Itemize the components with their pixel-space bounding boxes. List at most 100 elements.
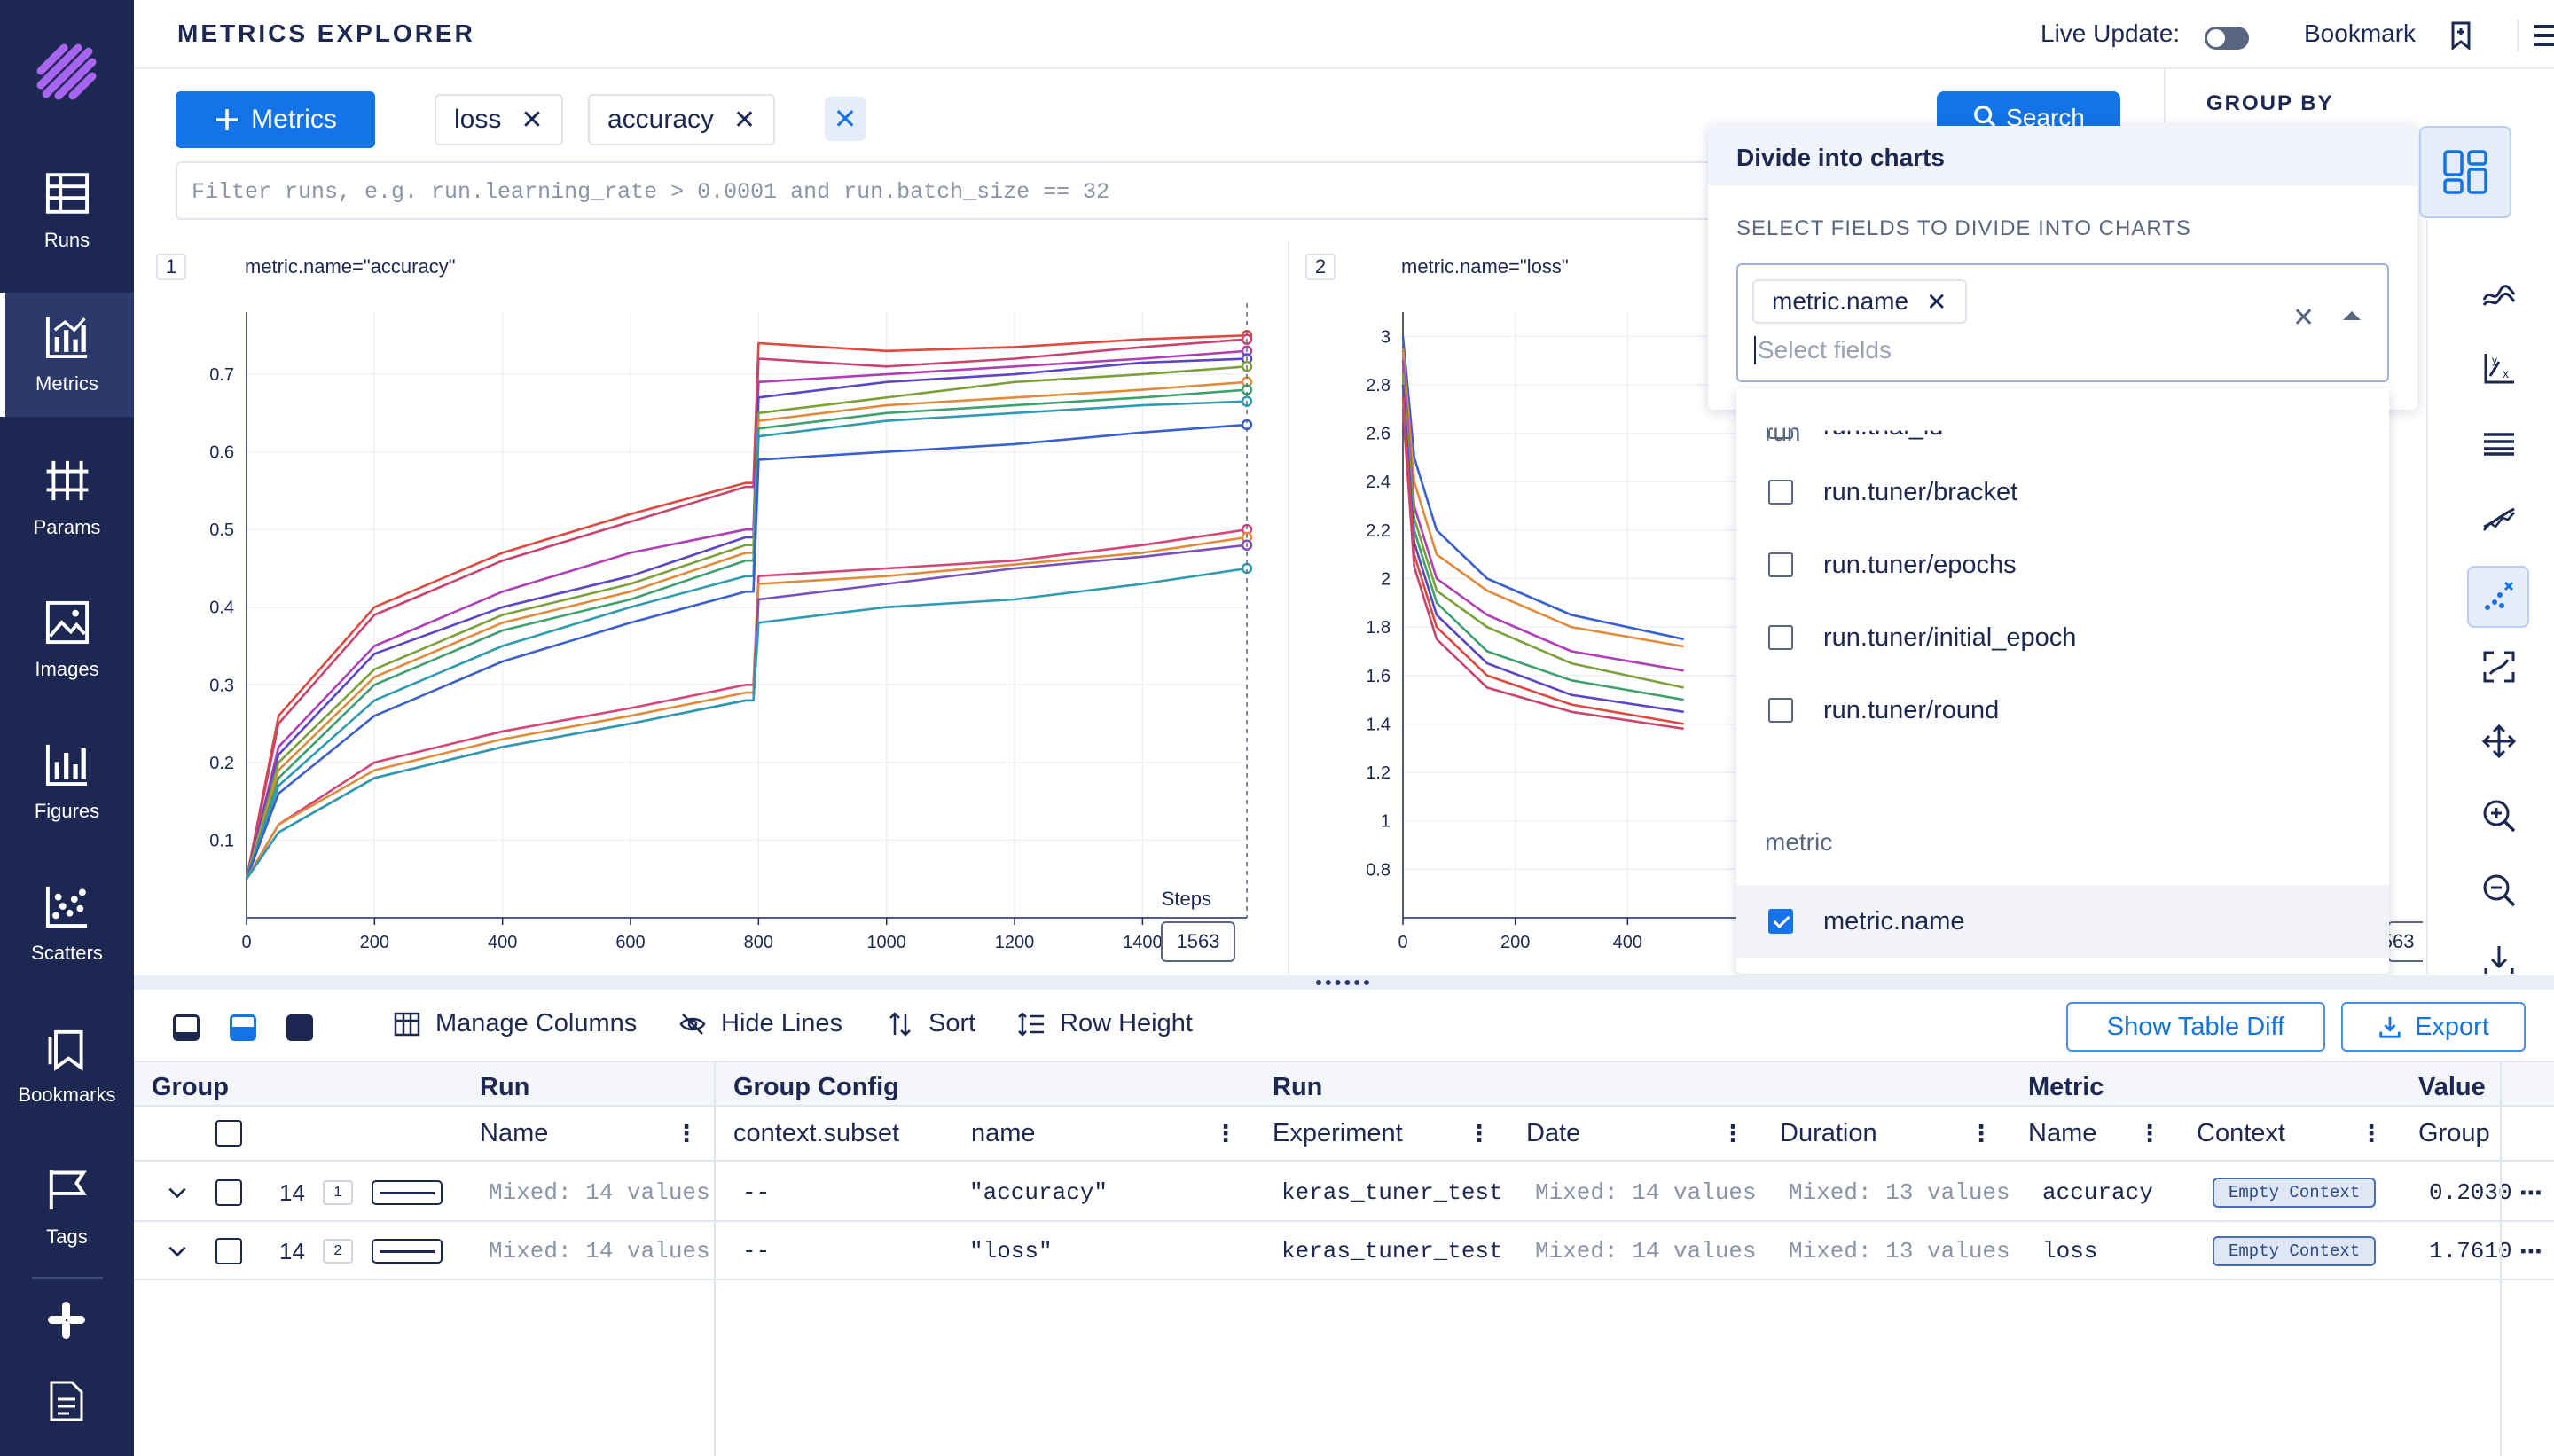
bookmark-label[interactable]: Bookmark — [2304, 20, 2417, 47]
close-icon[interactable]: ✕ — [521, 105, 544, 135]
docs-icon[interactable] — [48, 1380, 85, 1422]
group-index: 1 — [323, 1180, 353, 1205]
column-header-value-group[interactable]: Group — [2401, 1107, 2554, 1162]
highlight-mode-icon[interactable] — [2476, 271, 2522, 317]
clear-icon[interactable]: ✕ — [2292, 303, 2315, 333]
series-line — [1401, 336, 1684, 641]
dropdown-option[interactable]: run.tuner/initial_epoch — [1736, 601, 2389, 674]
select-all-checkbox[interactable] — [215, 1120, 242, 1147]
line-style-icon[interactable] — [372, 1180, 443, 1205]
checkbox-checked[interactable] — [1768, 909, 1793, 934]
sidebar-item-figures[interactable]: Figures — [0, 720, 134, 844]
caret-up-icon[interactable] — [2343, 311, 2361, 320]
value-cell: 1.7610 — [2429, 1238, 2512, 1264]
column-menu-icon[interactable]: ⋮ — [1721, 1119, 1744, 1147]
series-line — [245, 400, 1248, 880]
sidebar-item-bookmarks[interactable]: Bookmarks — [0, 1004, 134, 1128]
aggregation-icon[interactable] — [2476, 420, 2522, 466]
column-header-metric-name[interactable]: Name ⋮ — [2010, 1107, 2179, 1162]
tag-label: metric.name — [1772, 287, 1909, 315]
dropdown-option[interactable]: metric.name — [1736, 885, 2389, 958]
column-menu-icon[interactable]: ⋮ — [1468, 1119, 1491, 1147]
column-menu-icon[interactable]: ⋮ — [1214, 1119, 1237, 1147]
move-icon[interactable] — [2476, 718, 2522, 764]
expand-chevron-icon[interactable] — [166, 1224, 189, 1279]
sidebar-item-params[interactable]: Params — [0, 436, 134, 560]
table-view-compact-icon[interactable] — [173, 1014, 200, 1041]
drag-handle-icon[interactable] — [1316, 980, 1369, 987]
column-header-experiment[interactable]: Experiment ⋮ — [1255, 1107, 1508, 1162]
chip-label: accuracy — [607, 105, 715, 134]
line-style-cell — [372, 1224, 443, 1279]
divide-fields-select[interactable]: metric.name ✕ Select fields ✕ — [1736, 263, 2389, 382]
checkbox[interactable] — [1768, 625, 1793, 650]
bookmark-icon[interactable] — [2448, 21, 2473, 50]
sort-button[interactable]: Sort — [886, 1009, 975, 1038]
checkbox[interactable] — [1768, 430, 1793, 439]
table-row[interactable]: 14 2 Mixed: 14 values -- "loss" keras_tu… — [134, 1224, 2554, 1280]
slack-icon[interactable] — [46, 1300, 87, 1341]
table-view-full-icon[interactable] — [286, 1014, 313, 1041]
y-tick-label: 0.4 — [209, 599, 234, 618]
menu-icon[interactable] — [2517, 20, 2554, 51]
column-header-date[interactable]: Date ⋮ — [1508, 1107, 1762, 1162]
clear-all-chips-button[interactable]: ✕ — [825, 97, 866, 141]
experiment-cell[interactable]: keras_tuner_test — [1281, 1238, 1503, 1264]
row-menu-icon[interactable]: ⋯ — [2519, 1178, 2542, 1206]
download-icon[interactable] — [2476, 942, 2522, 974]
dropdown-option[interactable]: run.tuner/epochs — [1736, 528, 2389, 601]
row-menu-icon[interactable]: ⋯ — [2519, 1237, 2542, 1264]
divide-into-charts-popover: Divide into charts SELECT FIELDS TO DIVI… — [1708, 126, 2417, 410]
live-update-toggle[interactable] — [2205, 27, 2249, 50]
show-table-diff-button[interactable]: Show Table Diff — [2066, 1002, 2325, 1052]
row-height-button[interactable]: Row Height — [1017, 1009, 1193, 1038]
checkbox[interactable] — [1768, 698, 1793, 723]
dropdown-option[interactable]: run.tuner/round — [1736, 674, 2389, 747]
column-header-name[interactable]: name ⋮ — [953, 1107, 1255, 1162]
sidebar-item-metrics[interactable]: Metrics — [0, 293, 134, 417]
hide-lines-button[interactable]: Hide Lines — [678, 1009, 842, 1038]
column-menu-icon[interactable]: ⋮ — [2360, 1119, 2383, 1147]
dropdown-option[interactable]: run.tuner/bracket — [1736, 456, 2389, 528]
column-header-run-name[interactable]: Name ⋮ — [462, 1107, 716, 1162]
dropdown-option[interactable]: run.trial_id — [1736, 430, 2389, 447]
manage-columns-button[interactable]: Manage Columns — [393, 1009, 637, 1038]
zoom-in-icon[interactable] — [2476, 793, 2522, 839]
expand-chevron-icon[interactable] — [166, 1165, 189, 1220]
close-icon[interactable]: ✕ — [733, 105, 756, 135]
line-style-icon[interactable] — [372, 1239, 443, 1264]
table-row[interactable]: 14 1 Mixed: 14 values -- "accuracy" kera… — [134, 1165, 2554, 1222]
export-button[interactable]: Export — [2341, 1002, 2526, 1052]
column-menu-icon[interactable]: ⋮ — [675, 1119, 698, 1147]
column-header-duration[interactable]: Duration ⋮ — [1762, 1107, 2010, 1162]
ignore-outliers-icon[interactable] — [2467, 566, 2529, 628]
row-checkbox[interactable] — [215, 1238, 242, 1264]
accuracy-chart[interactable]: 0.1 0.2 0.3 0.4 0.5 0.6 0.7 0 200 400 600 800 1000 12… — [151, 241, 1284, 968]
checkbox[interactable] — [1768, 480, 1793, 505]
sidebar-item-images[interactable]: Images — [0, 578, 134, 702]
divide-into-charts-button[interactable] — [2419, 126, 2511, 218]
smoothing-icon[interactable] — [2476, 495, 2522, 541]
column-header-context[interactable]: Context ⋮ — [2179, 1107, 2401, 1162]
column-header-context-subset[interactable]: context.subset — [716, 1107, 953, 1162]
row-checkbox[interactable] — [215, 1179, 242, 1206]
add-metrics-button[interactable]: Metrics — [176, 91, 375, 148]
column-menu-icon[interactable]: ⋮ — [1970, 1119, 1993, 1147]
sidebar-item-scatters[interactable]: Scatters — [0, 862, 134, 986]
filter-runs-input[interactable]: Filter runs, e.g. run.learning_rate > 0.… — [176, 161, 1736, 220]
zoom-selection-icon[interactable] — [2476, 644, 2522, 690]
column-menu-icon[interactable]: ⋮ — [2138, 1119, 2161, 1147]
select-fields-input[interactable]: Select fields — [1754, 336, 1892, 364]
close-icon[interactable]: ✕ — [1926, 287, 1947, 316]
sidebar-item-tags[interactable]: Tags — [0, 1146, 134, 1270]
sidebar-item-runs[interactable]: Runs — [0, 149, 134, 273]
zoom-out-icon[interactable] — [2476, 867, 2522, 913]
series-line — [245, 338, 1248, 880]
checkbox[interactable] — [1768, 552, 1793, 577]
option-label: run.tuner/initial_epoch — [1823, 622, 2077, 652]
experiment-cell[interactable]: keras_tuner_test — [1281, 1179, 1503, 1206]
table-view-half-icon[interactable] — [230, 1014, 256, 1041]
aim-logo[interactable] — [34, 39, 101, 106]
y-tick-label: 2 — [1381, 570, 1391, 590]
